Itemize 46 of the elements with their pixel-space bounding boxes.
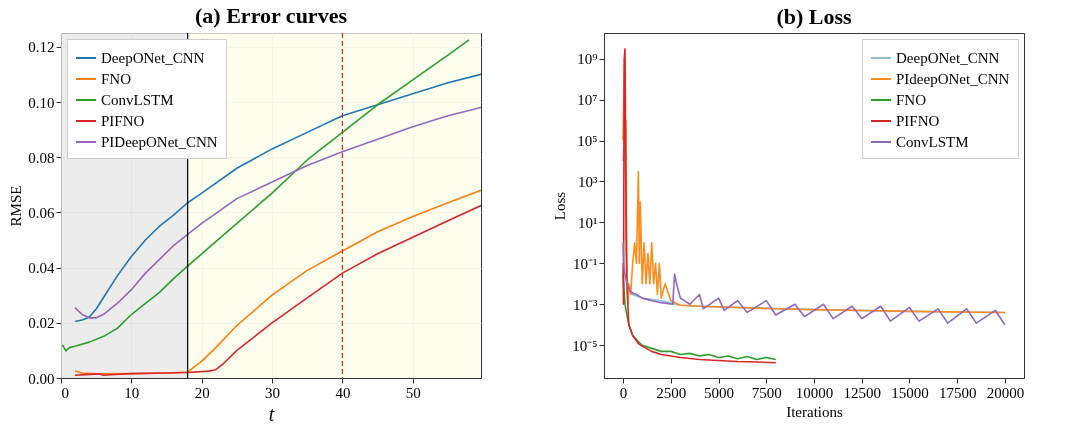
legend-label: PIFNO [896, 113, 940, 129]
legend-label: DeepONet_CNN [896, 50, 1000, 66]
y-tick-label: 0.08 [28, 149, 55, 166]
y-tick-label: 10³ [578, 173, 598, 190]
x-tick-label: 7500 [751, 384, 782, 401]
x-tick-label: 17500 [938, 384, 977, 401]
legend-label: FNO [101, 71, 132, 87]
x-tick-label: 2500 [656, 384, 687, 401]
x-axis-title: t [268, 402, 275, 425]
x-tick-label: 0 [619, 384, 628, 401]
x-tick-label: 15000 [891, 384, 929, 401]
x-tick-label: 12500 [843, 384, 881, 401]
x-tick-label: 40 [335, 384, 351, 401]
legend-label: DeepONet_CNN [101, 50, 205, 66]
x-tick-label: 50 [405, 384, 421, 401]
x-tick-label: 10000 [795, 384, 834, 401]
x-tick-label: 5000 [704, 384, 735, 401]
y-tick-label: 10⁻³ [573, 296, 598, 313]
chart-title: (b) Loss [776, 4, 853, 29]
y-tick-label: 10⁻⁵ [572, 337, 598, 354]
y-tick-label: 10¹ [578, 214, 598, 231]
y-tick-label: 10⁹ [577, 51, 598, 68]
x-tick-label: 10 [124, 384, 140, 401]
y-tick-label: 10⁻¹ [573, 255, 598, 272]
legend-label: PIDeepONet_CNN [101, 134, 218, 150]
legend-label: PIdeepONet_CNN [896, 71, 1010, 87]
y-tick-label: 10⁷ [577, 92, 598, 109]
y-tick-label: 0.10 [28, 94, 55, 111]
y-tick-label: 10⁵ [577, 133, 598, 150]
y-tick-label: 0.06 [28, 204, 55, 221]
legend-label: FNO [896, 92, 927, 108]
x-tick-label: 0 [61, 384, 69, 401]
y-tick-label: 0.04 [28, 260, 55, 277]
chart-title: (a) Error curves [195, 3, 348, 29]
legend-label: PIFNO [101, 113, 145, 129]
y-tick-label: 0.02 [28, 315, 55, 332]
x-tick-label: 30 [265, 384, 281, 401]
x-axis-title: Iterations [786, 403, 843, 420]
y-axis-title: Loss [552, 191, 569, 221]
x-tick-label: 20 [194, 384, 210, 401]
legend-label: ConvLSTM [101, 92, 174, 108]
y-axis-title: RMSE [8, 185, 25, 227]
x-tick-label: 20000 [986, 384, 1025, 401]
legend-label: ConvLSTM [896, 134, 969, 150]
y-tick-label: 0.00 [28, 370, 55, 387]
y-tick-label: 0.12 [28, 39, 55, 56]
